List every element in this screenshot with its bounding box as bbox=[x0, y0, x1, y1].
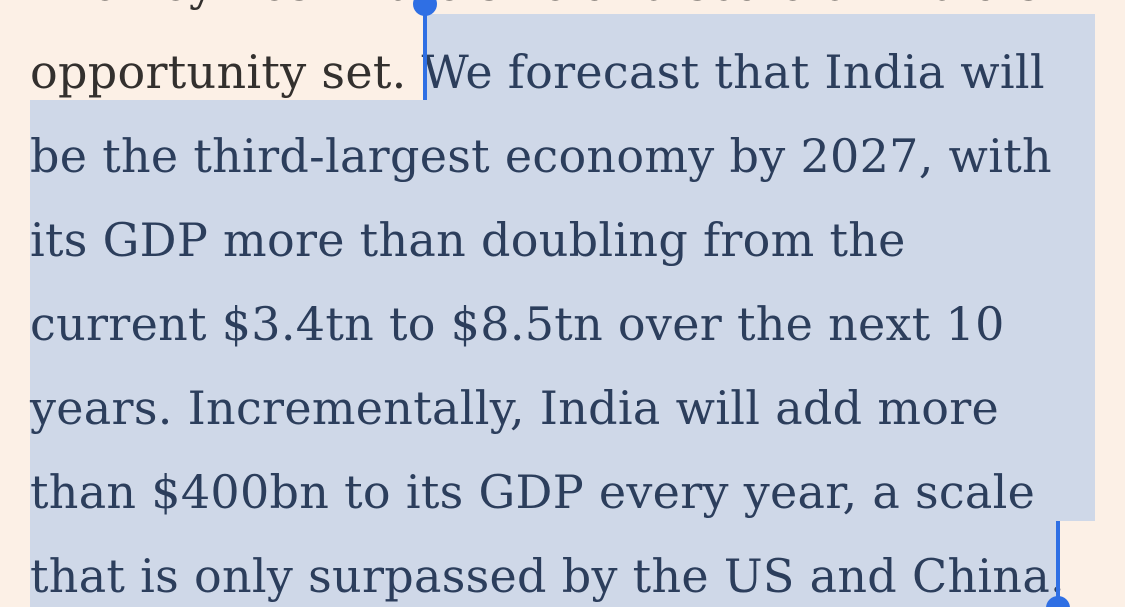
selected-text[interactable]: We forecast that India will bbox=[421, 45, 1045, 99]
selected-text-line[interactable]: its GDP more than doubling from the bbox=[30, 213, 906, 267]
selected-text-line[interactable]: than $400bn to its GDP every year, a sca… bbox=[30, 465, 1036, 519]
selection-end-knob-icon[interactable] bbox=[1046, 596, 1070, 607]
text-selection-highlight bbox=[30, 521, 1060, 607]
selected-text-line[interactable]: years. Incrementally, India will add mor… bbox=[30, 381, 1000, 435]
selected-text-line[interactable]: current $3.4tn to $8.5tn over the next 1… bbox=[30, 297, 1005, 351]
unselected-text: opportunity set. bbox=[30, 45, 422, 99]
selection-start-handle-icon[interactable] bbox=[423, 0, 427, 100]
text-selection-highlight bbox=[30, 100, 1095, 521]
article-text-line: The key lies in the size and scale of In… bbox=[30, 0, 1041, 26]
article-text-line[interactable]: opportunity set. We forecast that India … bbox=[30, 30, 1045, 114]
selected-text-line[interactable]: be the third-largest economy by 2027, wi… bbox=[30, 129, 1052, 183]
selection-start-knob-icon[interactable] bbox=[413, 0, 437, 16]
selection-end-handle-icon[interactable] bbox=[1056, 521, 1060, 607]
text-selection-highlight bbox=[425, 14, 1095, 100]
selected-text-line[interactable]: that is only surpassed by the US and Chi… bbox=[30, 549, 1065, 603]
